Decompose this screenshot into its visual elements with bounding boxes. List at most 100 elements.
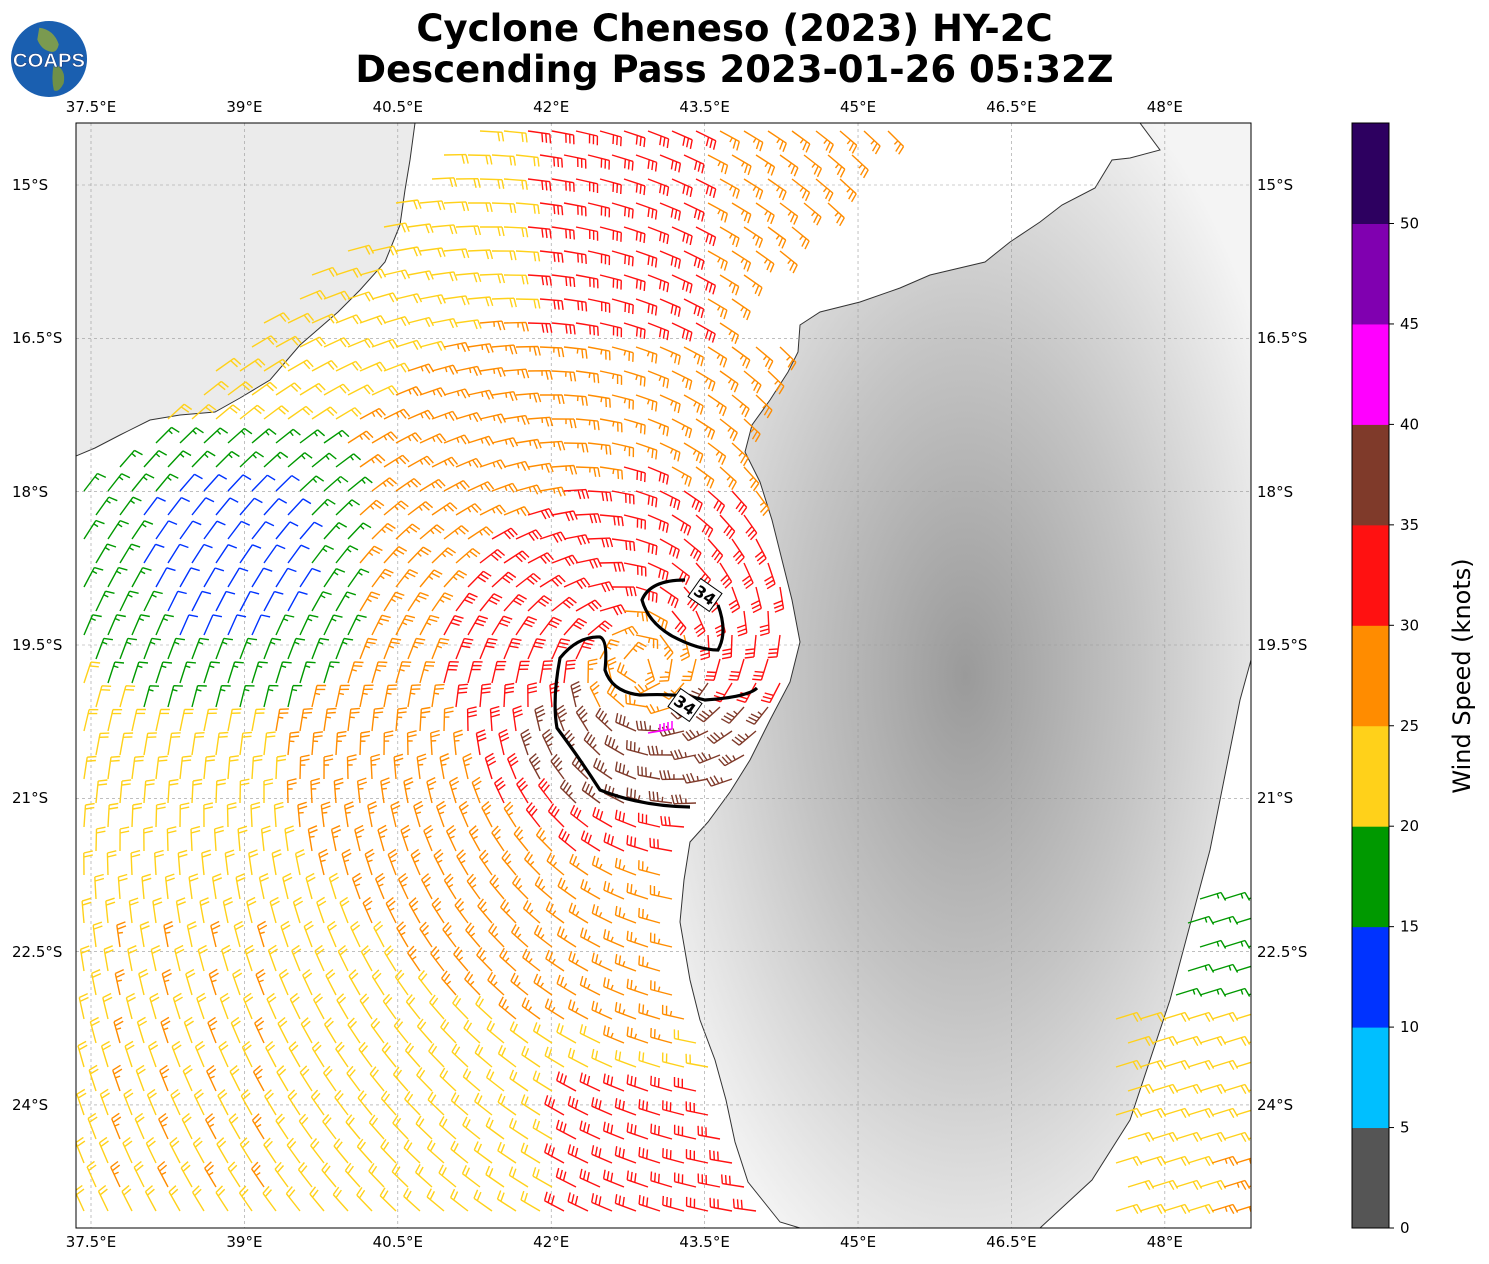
wind-barb xyxy=(479,178,505,189)
wind-barb xyxy=(356,1138,373,1164)
wind-barb xyxy=(185,968,196,996)
wind-barb xyxy=(76,1136,86,1164)
wind-barb xyxy=(635,442,658,460)
wind-barb xyxy=(124,1040,135,1068)
wind-barb xyxy=(407,501,434,516)
wind-barb xyxy=(449,1188,469,1212)
wind-barb xyxy=(719,322,740,344)
wind-barb xyxy=(659,658,673,682)
wind-barb xyxy=(491,825,505,852)
wind-barb xyxy=(591,855,613,876)
wind-barb xyxy=(707,250,728,271)
wind-barb xyxy=(143,590,163,612)
wind-barb xyxy=(143,779,155,804)
wind-barb xyxy=(215,497,239,516)
wind-barb xyxy=(815,130,834,154)
wind-barb xyxy=(347,661,364,684)
wind-barb xyxy=(743,130,764,152)
wind-barb xyxy=(587,658,598,684)
wind-barb xyxy=(239,778,250,804)
wind-barb xyxy=(354,824,365,852)
wind-barb xyxy=(323,475,349,492)
wind-barb xyxy=(131,567,152,588)
svg-text:COAPS: COAPS xyxy=(13,50,85,72)
wind-barb xyxy=(172,992,183,1020)
wind-barb xyxy=(575,418,600,431)
wind-barb xyxy=(335,499,360,516)
wind-barb xyxy=(131,614,150,636)
wind-barb xyxy=(515,154,540,167)
wind-barb xyxy=(567,1047,589,1068)
wind-barb xyxy=(503,506,531,517)
wind-barb xyxy=(192,1137,205,1164)
wind-barb xyxy=(395,478,422,492)
wind-barb xyxy=(260,825,271,852)
wind-barb xyxy=(635,490,658,508)
wind-barb xyxy=(177,849,188,876)
wind-barb xyxy=(356,777,368,804)
wind-barb xyxy=(455,412,483,423)
wind-barb xyxy=(416,753,427,780)
wind-barb xyxy=(83,802,95,828)
wind-barb xyxy=(311,544,334,564)
wind-barb xyxy=(555,1167,577,1188)
wind-barb xyxy=(287,544,310,564)
wind-barb xyxy=(210,920,221,948)
wind-barb xyxy=(650,1123,673,1140)
wind-barb xyxy=(743,466,760,492)
lon-label-bottom: 46.5°E xyxy=(986,1233,1037,1251)
wind-barb xyxy=(626,1170,649,1188)
wind-barb xyxy=(381,1042,397,1068)
wind-barb xyxy=(139,921,150,948)
wind-barb xyxy=(567,1144,589,1164)
wind-barb xyxy=(119,826,130,852)
wind-barb xyxy=(263,1137,277,1164)
wind-barb xyxy=(337,944,349,972)
wind-barb xyxy=(478,849,493,876)
wind-barb xyxy=(347,337,375,349)
wind-barb xyxy=(539,574,566,588)
wind-barb xyxy=(638,907,661,924)
wind-barb xyxy=(611,202,634,219)
wind-barb xyxy=(583,731,601,756)
wind-barb xyxy=(1211,1203,1239,1215)
wind-barbs xyxy=(76,130,1251,1215)
wind-barb xyxy=(464,971,481,996)
wind-barb xyxy=(673,1172,697,1188)
wind-barb xyxy=(587,537,614,548)
wind-barb xyxy=(426,776,437,804)
wind-barb xyxy=(191,732,205,756)
wind-barb xyxy=(754,538,767,565)
wind-barb xyxy=(515,202,540,215)
wind-barb xyxy=(397,872,409,900)
wind-barb xyxy=(520,1142,541,1164)
wind-barb xyxy=(503,638,522,660)
wind-barb xyxy=(299,475,325,492)
wind-barb xyxy=(567,1192,589,1212)
wind-barb xyxy=(467,296,494,307)
wind-barb xyxy=(287,359,314,372)
wind-barb xyxy=(705,775,733,787)
wind-barb xyxy=(429,994,445,1020)
wind-barb xyxy=(635,394,658,412)
wind-barb xyxy=(569,853,589,876)
wind-barb xyxy=(133,1160,145,1188)
wind-barb xyxy=(76,1088,87,1116)
wind-barb xyxy=(407,409,435,420)
wind-barb xyxy=(287,637,306,660)
wind-barb xyxy=(206,1064,217,1092)
wind-barb xyxy=(383,269,411,280)
wind-barb xyxy=(299,754,310,780)
wind-barb xyxy=(468,825,481,852)
wind-barb xyxy=(275,382,302,396)
wind-barb xyxy=(522,948,541,972)
lon-label-top: 39°E xyxy=(226,98,263,116)
wind-barb xyxy=(681,729,709,742)
wind-barb xyxy=(604,734,625,756)
wind-barb xyxy=(83,566,104,588)
wind-barb xyxy=(450,1140,469,1164)
wind-barb xyxy=(275,521,299,540)
wind-barb xyxy=(732,1198,757,1212)
wind-barb xyxy=(335,1041,349,1068)
wind-barb xyxy=(662,1195,685,1212)
